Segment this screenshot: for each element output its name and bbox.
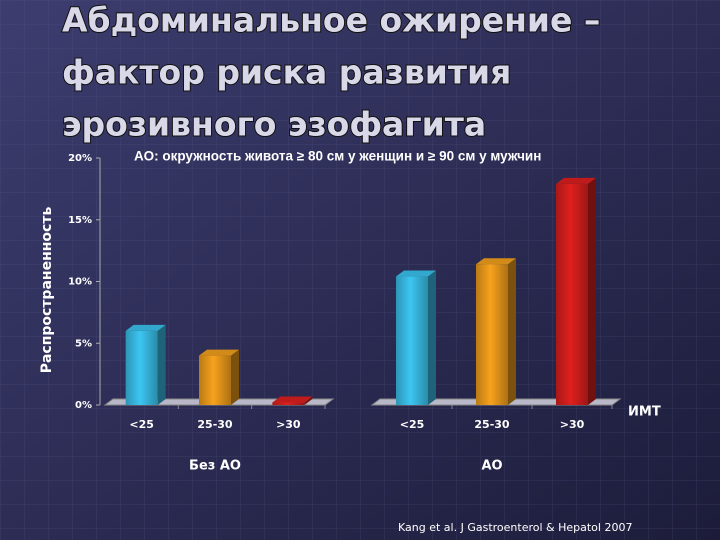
x-tick-label: 25-30 (474, 418, 510, 431)
bar-top (272, 396, 313, 403)
bar-side (157, 324, 166, 405)
group-label: АО (481, 459, 502, 474)
x-axis-label: ИМТ (628, 405, 661, 420)
slide-title: Абдоминальное ожирение – (62, 1, 600, 40)
y-tick-label: 5% (75, 338, 92, 349)
bar-top (396, 270, 436, 277)
y-axis-label: Распространенность (39, 207, 55, 374)
bar-side (304, 396, 313, 405)
x-tick-label: <25 (400, 418, 425, 431)
x-tick-label: >30 (560, 418, 585, 431)
source-note: Kang et al. J Gastroenterol & Hepatol 20… (398, 521, 632, 534)
bar-top (199, 349, 239, 356)
slide-title: эрозивного эзофагита (62, 105, 486, 144)
bar-side (508, 258, 516, 405)
x-tick-label: 25-30 (197, 418, 233, 431)
bar-side (231, 349, 239, 405)
bar-top (556, 177, 596, 184)
chart-subtitle: АО: окружность живота ≥ 80 см у женщин и… (134, 149, 541, 164)
bar (125, 330, 158, 405)
bar-side (428, 270, 436, 405)
bar (199, 355, 231, 405)
bar-top (125, 324, 166, 331)
x-tick-label: >30 (276, 418, 301, 431)
bar-top (476, 258, 516, 265)
bar (556, 183, 588, 405)
x-tick-label: <25 (129, 418, 154, 431)
y-tick-label: 0% (75, 400, 92, 411)
group-label: Без АО (189, 459, 241, 474)
y-tick-label: 15% (68, 215, 92, 226)
y-tick-label: 20% (68, 153, 92, 164)
bar-side (588, 177, 596, 405)
y-tick-label: 10% (68, 277, 92, 288)
bar (396, 276, 428, 405)
slide-title: фактор риска развития (62, 53, 511, 92)
bar (476, 264, 508, 405)
bar (272, 402, 305, 405)
